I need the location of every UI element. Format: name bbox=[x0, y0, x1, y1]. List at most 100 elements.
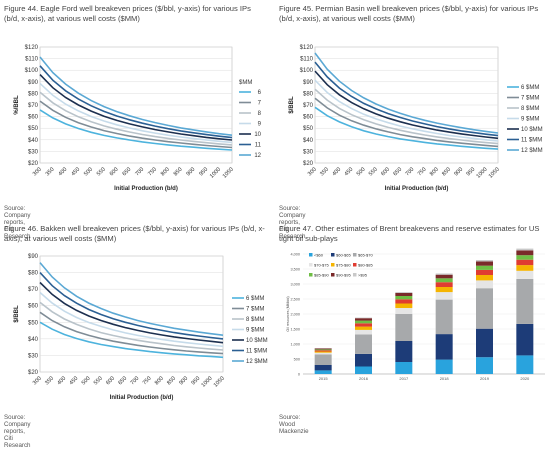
legend-label: 10 $MM bbox=[521, 127, 543, 133]
y-tick-label: $80 bbox=[303, 91, 314, 97]
x-tick-label: 800 bbox=[154, 376, 165, 387]
x-tick-label: 900 bbox=[453, 167, 464, 178]
y-tick-label: $80 bbox=[28, 271, 39, 277]
x-axis-label: Initial Production (b/d) bbox=[385, 186, 449, 192]
y-tick-label: $120 bbox=[300, 45, 314, 51]
x-tick-label: 350 bbox=[319, 167, 330, 178]
y-tick-label: $50 bbox=[28, 320, 39, 326]
y-tick-label: 0 bbox=[298, 373, 300, 377]
bar-segment bbox=[516, 260, 533, 265]
bar-segment bbox=[516, 250, 533, 255]
legend-label: $90-$95 bbox=[336, 273, 351, 278]
bar-segment bbox=[476, 262, 493, 266]
x-tick-label: 450 bbox=[344, 167, 355, 178]
bar-segment bbox=[355, 323, 372, 326]
legend-swatch bbox=[331, 253, 335, 257]
bar-segment bbox=[355, 321, 372, 324]
legend-label: $70-$75 bbox=[314, 263, 329, 268]
y-tick-label: 500 bbox=[294, 358, 300, 362]
y-tick-label: $70 bbox=[28, 287, 39, 293]
legend-label: 6 $MM bbox=[521, 85, 539, 91]
legend-swatch bbox=[331, 263, 335, 267]
x-tick-label: 2016 bbox=[359, 376, 369, 381]
x-tick-label: 1000 bbox=[476, 167, 489, 180]
x-tick-label: 350 bbox=[44, 376, 55, 387]
y-tick-label: $70 bbox=[303, 103, 314, 109]
x-tick-label: 700 bbox=[405, 167, 416, 178]
y-axis-label: %/BBL bbox=[14, 95, 20, 115]
y-tick-label: 1,000 bbox=[290, 343, 300, 347]
x-tick-label: 1050 bbox=[222, 167, 235, 180]
x-tick-label: 300 bbox=[32, 167, 43, 178]
y-tick-label: $60 bbox=[303, 115, 314, 121]
y-tick-label: $90 bbox=[28, 80, 39, 86]
bar-segment bbox=[476, 270, 493, 275]
legend-title: $MM bbox=[239, 80, 252, 86]
bar-segment bbox=[516, 324, 533, 356]
bar-segment bbox=[436, 360, 453, 374]
x-axis-label: Initial Production (b/d) bbox=[114, 186, 178, 192]
bar-segment bbox=[436, 282, 453, 287]
legend-label: 7 $MM bbox=[521, 96, 539, 102]
x-tick-label: 700 bbox=[134, 167, 145, 178]
bar-segment bbox=[315, 365, 332, 370]
x-tick-label: 300 bbox=[32, 376, 43, 387]
legend-label: 9 $MM bbox=[521, 117, 539, 123]
bar-segment bbox=[516, 255, 533, 260]
y-tick-label: $20 bbox=[28, 370, 39, 376]
legend-swatch bbox=[353, 263, 357, 267]
bar-segment bbox=[355, 318, 372, 319]
bar-segment bbox=[395, 362, 412, 374]
bar-segment bbox=[315, 353, 332, 355]
bar-segment bbox=[476, 260, 493, 262]
legend-label: 6 $MM bbox=[246, 296, 264, 302]
legend-label: 7 bbox=[258, 101, 262, 107]
legend-label: $75-$80 bbox=[336, 263, 351, 268]
bar-segment bbox=[516, 355, 533, 374]
y-tick-label: 2,500 bbox=[290, 298, 300, 302]
y-tick-label: 1,500 bbox=[290, 328, 300, 332]
x-tick-label: 550 bbox=[96, 167, 107, 178]
y-tick-label: $50 bbox=[303, 126, 314, 132]
legend-label: 9 bbox=[258, 122, 262, 128]
bar-segment bbox=[436, 300, 453, 335]
bar-segment bbox=[476, 280, 493, 288]
legend-label: 9 $MM bbox=[246, 328, 264, 334]
y-axis-label: $/BBL bbox=[14, 305, 20, 323]
bar-segment bbox=[355, 330, 372, 335]
bar-segment bbox=[315, 355, 332, 366]
y-tick-label: $80 bbox=[28, 91, 39, 97]
x-tick-label: 700 bbox=[130, 376, 141, 387]
x-tick-label: 400 bbox=[58, 167, 69, 178]
x-tick-label: 650 bbox=[392, 167, 403, 178]
y-tick-label: $40 bbox=[28, 337, 39, 343]
y-tick-label: $20 bbox=[303, 161, 314, 167]
x-tick-label: 1000 bbox=[209, 167, 222, 180]
bar-segment bbox=[395, 308, 412, 314]
x-axis-label: Initial Production (b/d) bbox=[110, 395, 174, 401]
y-tick-label: $30 bbox=[28, 353, 39, 359]
y-tick-label: $30 bbox=[28, 149, 39, 155]
legend-label: 8 $MM bbox=[246, 317, 264, 323]
bar-segment bbox=[436, 275, 453, 279]
x-tick-label: 550 bbox=[368, 167, 379, 178]
bar-segment bbox=[476, 357, 493, 374]
x-tick-label: 450 bbox=[69, 376, 80, 387]
legend-swatch bbox=[309, 273, 313, 277]
bar-segment bbox=[476, 275, 493, 280]
bar-segment bbox=[395, 293, 412, 296]
y-tick-label: $70 bbox=[28, 103, 39, 109]
x-tick-label: 300 bbox=[307, 167, 318, 178]
x-tick-label: 350 bbox=[45, 167, 56, 178]
y-tick-label: $100 bbox=[25, 68, 39, 74]
x-tick-label: 500 bbox=[356, 167, 367, 178]
figure-47-chart: 05001,0001,5002,0002,5003,0003,5004,000O… bbox=[275, 212, 550, 412]
x-tick-label: 1050 bbox=[213, 376, 226, 389]
x-tick-label: 550 bbox=[93, 376, 104, 387]
y-tick-label: $100 bbox=[300, 68, 314, 74]
x-tick-label: 600 bbox=[109, 167, 120, 178]
x-tick-label: 600 bbox=[380, 167, 391, 178]
bar-segment bbox=[315, 350, 332, 351]
y-tick-label: $60 bbox=[28, 304, 39, 310]
